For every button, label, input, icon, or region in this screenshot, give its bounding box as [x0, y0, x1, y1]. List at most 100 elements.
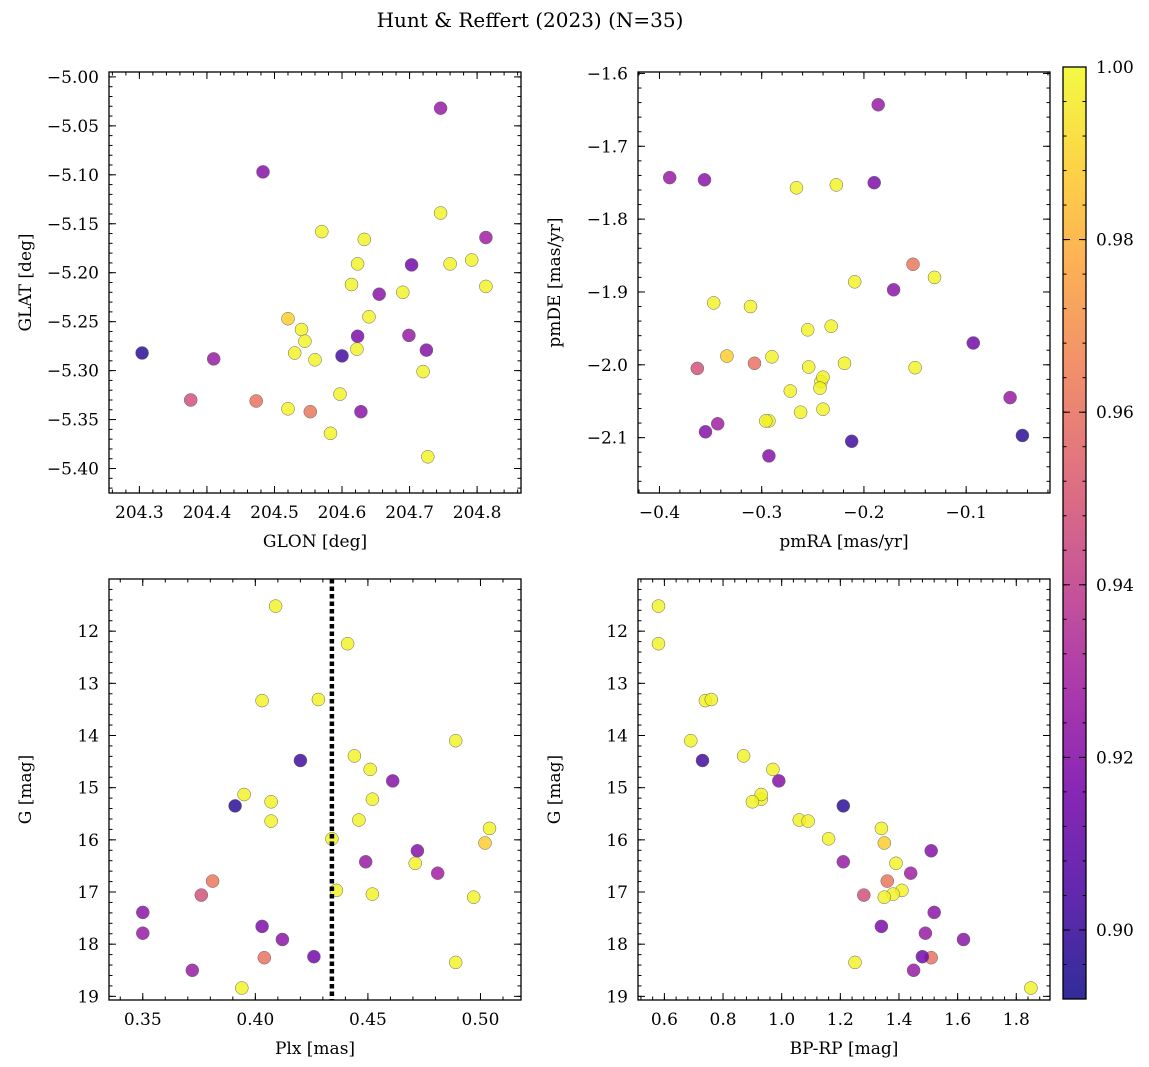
sky-point	[294, 322, 309, 337]
sky-xlabel: GLON [deg]	[263, 532, 367, 552]
plx-point	[194, 888, 209, 902]
sky-ytick-label: −5.10	[47, 166, 99, 186]
cmd-ytick-label: 14	[606, 727, 628, 747]
sky-point	[281, 311, 295, 326]
sky-point	[303, 404, 318, 419]
pm-point	[706, 296, 721, 310]
sky-point	[443, 257, 457, 271]
pm-point	[867, 175, 881, 190]
pm-point	[697, 173, 712, 187]
sky-point	[323, 426, 338, 441]
plx-point	[136, 905, 150, 920]
sky-point	[416, 364, 430, 379]
sky-point	[281, 402, 295, 416]
plx-xtick-label: 0.35	[124, 1010, 162, 1030]
cmd-point	[695, 753, 710, 768]
pm-point	[837, 356, 852, 371]
plx-point	[466, 890, 481, 904]
plx-point	[358, 855, 373, 869]
cmd-point	[836, 799, 851, 813]
cmd-point	[956, 932, 971, 947]
plx-point	[340, 636, 355, 651]
pm-point	[829, 178, 844, 192]
sky-point	[308, 353, 322, 367]
cmd-ytick-label: 16	[606, 831, 628, 851]
cmd-point	[754, 787, 768, 802]
sky-point	[354, 404, 368, 419]
pm-point	[662, 170, 677, 185]
sky-point	[350, 342, 364, 356]
plx-point	[478, 836, 492, 850]
plx-point	[275, 932, 290, 947]
pm-point	[690, 361, 705, 376]
cmd-point	[766, 762, 780, 777]
plx-point	[235, 981, 249, 995]
sky-point	[350, 329, 365, 344]
sky-point	[433, 206, 448, 220]
plx-point	[293, 753, 308, 768]
plx-frame	[108, 578, 522, 1001]
cmd-point	[848, 955, 862, 970]
plx-ylabel: G [mag]	[16, 755, 36, 824]
sky-point	[421, 450, 435, 464]
sky-point	[350, 257, 365, 271]
sky-point	[464, 253, 479, 267]
plx-point	[255, 693, 269, 708]
panel-sky: 204.3 204.4 204.5 204.6 204.7 204.8 −5.40 −5.35…	[16, 68, 522, 552]
cmd-point	[684, 733, 698, 748]
pm-ytick-label: −1.9	[587, 283, 628, 303]
pm-point	[906, 257, 920, 272]
sky-ylabel: GLAT [deg]	[16, 233, 36, 331]
cmd-ytick-label: 13	[606, 674, 628, 694]
plx-point	[365, 792, 380, 806]
pm-point	[927, 270, 942, 285]
sky-xtick-label: 204.4	[183, 503, 232, 523]
sky-ytick-label: −5.05	[47, 117, 99, 137]
sky-point	[315, 224, 329, 239]
sky-ytick-label: −5.35	[47, 411, 99, 431]
pm-point	[801, 360, 816, 374]
cmd-point	[651, 599, 666, 613]
sky-ytick-label: −5.25	[47, 313, 99, 333]
cmd-point	[889, 856, 903, 871]
cmd-xtick-label: 1.8	[1003, 1010, 1030, 1030]
plx-ticks	[109, 578, 521, 1000]
pm-point	[1003, 390, 1017, 405]
sky-point	[404, 258, 419, 272]
plx-ytick-label: 18	[77, 935, 99, 955]
pm-point	[710, 417, 725, 431]
pm-frame	[637, 71, 1051, 494]
pm-point	[813, 381, 827, 395]
sky-point	[479, 279, 493, 294]
sky-point	[183, 393, 198, 407]
colorbar-tick-label: 0.98	[1096, 231, 1134, 251]
sky-point	[249, 394, 263, 408]
pm-ytick-label: −1.8	[587, 210, 628, 230]
pm-xtick-label: −0.1	[946, 503, 987, 523]
pm-xtick-label: −0.3	[741, 503, 782, 523]
pm-point	[816, 402, 830, 416]
pm-ytick-label: −2.0	[587, 356, 628, 376]
sky-point	[298, 334, 312, 348]
plx-point	[448, 955, 463, 970]
pm-point	[908, 360, 922, 375]
cmd-xtick-label: 1.0	[768, 1010, 795, 1030]
pm-point	[1015, 428, 1030, 443]
cmd-ytick-label: 12	[606, 622, 628, 642]
sky-point	[433, 101, 448, 115]
cmd-point	[651, 636, 666, 651]
sky-point	[135, 346, 149, 360]
sky-point	[402, 328, 416, 343]
cmd-point	[736, 749, 751, 763]
colorbar-tick-label: 0.94	[1096, 576, 1134, 596]
sky-xtick-label: 204.3	[115, 503, 164, 523]
plx-point	[205, 874, 220, 888]
cmd-xtick-label: 0.8	[710, 1010, 737, 1030]
cmd-point	[906, 963, 921, 978]
cmd-point	[877, 890, 892, 904]
pm-ytick-label: −1.6	[587, 64, 628, 84]
sky-point	[333, 387, 347, 401]
pm-xtick-label: −0.4	[639, 503, 680, 523]
plx-point	[448, 733, 463, 748]
pm-point	[871, 98, 885, 112]
